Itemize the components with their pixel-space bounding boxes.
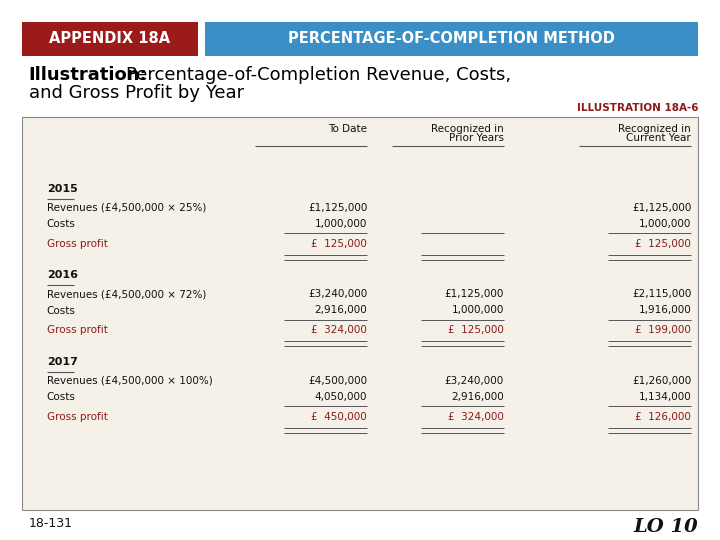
Text: £1,125,000: £1,125,000 bbox=[445, 289, 504, 299]
Text: 1,134,000: 1,134,000 bbox=[639, 392, 691, 402]
Text: 1,000,000: 1,000,000 bbox=[315, 219, 367, 229]
Text: £  199,000: £ 199,000 bbox=[635, 326, 691, 335]
Text: Illustration:: Illustration: bbox=[29, 65, 148, 84]
Text: £  450,000: £ 450,000 bbox=[312, 412, 367, 422]
Text: Recognized in: Recognized in bbox=[431, 124, 504, 133]
Text: 1,000,000: 1,000,000 bbox=[639, 219, 691, 229]
FancyBboxPatch shape bbox=[22, 117, 698, 510]
FancyBboxPatch shape bbox=[22, 22, 198, 56]
Text: Gross profit: Gross profit bbox=[47, 412, 108, 422]
Text: £1,260,000: £1,260,000 bbox=[632, 376, 691, 386]
Text: £3,240,000: £3,240,000 bbox=[308, 289, 367, 299]
Text: ILLUSTRATION 18A-6: ILLUSTRATION 18A-6 bbox=[577, 103, 698, 113]
Text: £  126,000: £ 126,000 bbox=[635, 412, 691, 422]
Text: 18-131: 18-131 bbox=[29, 517, 73, 530]
Text: Prior Years: Prior Years bbox=[449, 133, 504, 143]
Text: and Gross Profit by Year: and Gross Profit by Year bbox=[29, 84, 244, 103]
FancyBboxPatch shape bbox=[205, 22, 698, 56]
Text: £4,500,000: £4,500,000 bbox=[308, 376, 367, 386]
Text: 2016: 2016 bbox=[47, 271, 78, 280]
Text: 2,916,000: 2,916,000 bbox=[315, 306, 367, 315]
Text: Revenues (£4,500,000 × 25%): Revenues (£4,500,000 × 25%) bbox=[47, 203, 206, 213]
Text: PERCENTAGE-OF-COMPLETION METHOD: PERCENTAGE-OF-COMPLETION METHOD bbox=[288, 31, 615, 46]
Text: Recognized in: Recognized in bbox=[618, 124, 691, 133]
Text: £  324,000: £ 324,000 bbox=[448, 412, 504, 422]
Text: £3,240,000: £3,240,000 bbox=[445, 376, 504, 386]
Text: £1,125,000: £1,125,000 bbox=[632, 203, 691, 213]
Text: Costs: Costs bbox=[47, 306, 76, 315]
Text: Costs: Costs bbox=[47, 219, 76, 229]
Text: £2,115,000: £2,115,000 bbox=[632, 289, 691, 299]
Text: 1,000,000: 1,000,000 bbox=[451, 306, 504, 315]
Text: 4,050,000: 4,050,000 bbox=[315, 392, 367, 402]
Text: 2,916,000: 2,916,000 bbox=[451, 392, 504, 402]
Text: 2017: 2017 bbox=[47, 357, 78, 367]
Text: £  324,000: £ 324,000 bbox=[311, 326, 367, 335]
Text: APPENDIX 18A: APPENDIX 18A bbox=[49, 31, 170, 46]
Text: Revenues (£4,500,000 × 72%): Revenues (£4,500,000 × 72%) bbox=[47, 289, 206, 299]
Text: £1,125,000: £1,125,000 bbox=[308, 203, 367, 213]
Text: 1,916,000: 1,916,000 bbox=[639, 306, 691, 315]
FancyBboxPatch shape bbox=[0, 0, 720, 35]
Text: To Date: To Date bbox=[328, 124, 367, 133]
Text: Gross profit: Gross profit bbox=[47, 326, 108, 335]
Text: £  125,000: £ 125,000 bbox=[311, 239, 367, 249]
Text: Revenues (£4,500,000 × 100%): Revenues (£4,500,000 × 100%) bbox=[47, 376, 212, 386]
Text: Gross profit: Gross profit bbox=[47, 239, 108, 249]
Text: 2015: 2015 bbox=[47, 184, 78, 194]
Text: LO 10: LO 10 bbox=[634, 517, 698, 536]
Text: Current Year: Current Year bbox=[626, 133, 691, 143]
Text: Costs: Costs bbox=[47, 392, 76, 402]
Text: £  125,000: £ 125,000 bbox=[635, 239, 691, 249]
Text: £  125,000: £ 125,000 bbox=[448, 326, 504, 335]
Text: Percentage-of-Completion Revenue, Costs,: Percentage-of-Completion Revenue, Costs, bbox=[126, 65, 511, 84]
